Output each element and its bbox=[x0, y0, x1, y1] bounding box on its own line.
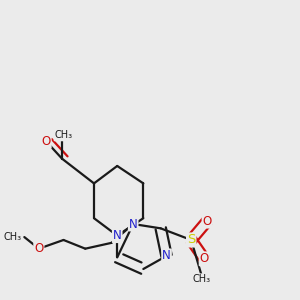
Text: N: N bbox=[113, 229, 122, 242]
Text: N: N bbox=[129, 218, 137, 230]
Text: N: N bbox=[162, 249, 171, 262]
Text: O: O bbox=[41, 135, 51, 148]
Text: CH₃: CH₃ bbox=[55, 130, 73, 140]
Text: S: S bbox=[187, 233, 195, 247]
Text: O: O bbox=[34, 242, 44, 255]
Text: CH₃: CH₃ bbox=[3, 232, 21, 242]
Text: O: O bbox=[202, 214, 212, 228]
Text: O: O bbox=[200, 252, 209, 265]
Text: CH₃: CH₃ bbox=[192, 274, 210, 284]
